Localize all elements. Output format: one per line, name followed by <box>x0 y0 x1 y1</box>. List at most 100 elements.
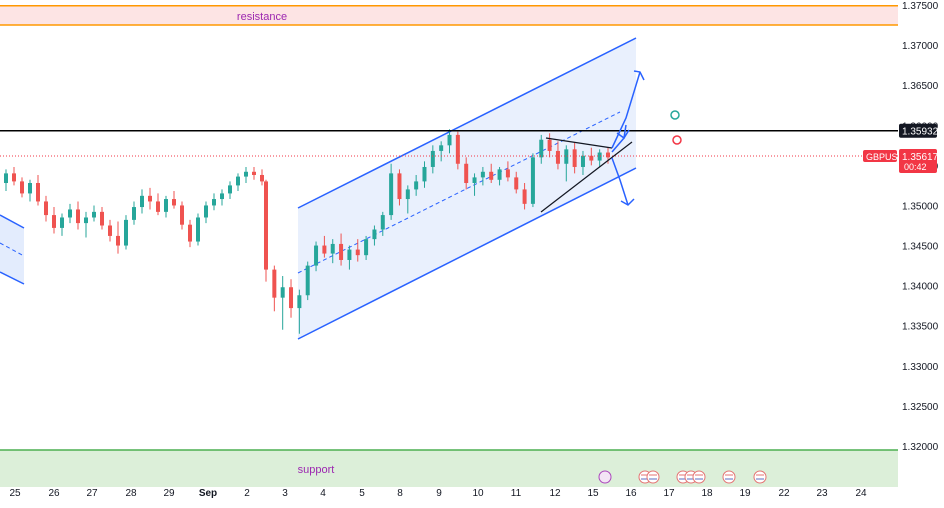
candle-body <box>397 173 402 200</box>
time-tick: 9 <box>436 488 442 499</box>
price-tick: 1.37000 <box>902 41 939 52</box>
candle-body <box>44 201 48 216</box>
price-tick: 1.34000 <box>902 282 939 293</box>
triangle-lower-line <box>540 141 633 213</box>
flag-icon <box>692 470 706 484</box>
lightning-icon <box>598 470 612 484</box>
candle-body <box>228 185 232 194</box>
candle-body <box>606 152 610 158</box>
candle-body <box>572 149 577 167</box>
candle-body <box>514 177 519 190</box>
candle-body <box>414 181 419 190</box>
candle-body <box>305 265 310 296</box>
price-axis: 1.375001.370001.365001.360001.355001.350… <box>863 0 944 508</box>
key-level-label-bg <box>899 123 937 138</box>
time-tick: 19 <box>739 488 751 499</box>
candle-body <box>422 166 427 182</box>
candle-body <box>497 169 502 180</box>
price-tick: 1.33000 <box>902 362 939 373</box>
price-tick: 1.34500 <box>902 242 939 253</box>
candle-body <box>52 215 56 228</box>
candle-body <box>522 189 527 204</box>
price-tick: 1.33500 <box>902 322 939 333</box>
left-channel-fill <box>0 215 24 284</box>
zones-layer: resistance support <box>0 5 898 491</box>
candle-body <box>132 207 136 220</box>
candle-body <box>347 249 352 260</box>
time-tick: 11 <box>511 488 522 499</box>
breakout-arrowhead-up <box>633 70 645 81</box>
candle-body <box>164 199 168 212</box>
time-tick: 15 <box>587 488 599 499</box>
time-tick: 3 <box>282 488 288 499</box>
candle-body <box>530 157 535 204</box>
red-circle-marker <box>672 135 682 145</box>
candle-body <box>489 171 494 180</box>
channel-fill <box>298 38 636 339</box>
lines-layer <box>0 70 898 213</box>
candle-body <box>297 295 302 309</box>
candle-body <box>148 195 152 202</box>
candle-body <box>252 171 256 175</box>
candle-body <box>220 193 224 200</box>
current-price-label: 1.35617 <box>902 152 939 163</box>
time-tick: 17 <box>663 488 675 499</box>
time-tick: 25 <box>9 488 21 499</box>
candle-body <box>480 171 485 178</box>
candle-body <box>464 163 469 184</box>
candle-body <box>272 269 277 298</box>
breakdown-arrowhead-down <box>620 198 635 206</box>
candle-body <box>28 183 32 194</box>
candle-body <box>76 209 80 224</box>
candle-body <box>472 177 477 184</box>
channel-lower-line <box>297 167 637 340</box>
price-tick: 1.36500 <box>902 81 939 92</box>
time-axis-bg <box>0 487 898 508</box>
time-tick: 10 <box>472 488 484 499</box>
candle-body <box>555 150 560 164</box>
time-axis: 25 26 27 28 29 Sep 2 3 4 5 8 9 10 11 12 15 16 17 18 19 22 23 2… <box>0 487 898 508</box>
price-tick: 1.35000 <box>902 201 939 212</box>
candle-body <box>405 189 410 200</box>
current-price-label-bg <box>899 148 937 173</box>
candle-body <box>264 181 268 270</box>
time-tick: 2 <box>244 488 250 499</box>
left-channel-lower <box>0 271 25 285</box>
price-tick: 1.32000 <box>902 442 939 453</box>
candle-body <box>20 181 24 194</box>
breakdown-arrow-down <box>611 157 629 206</box>
candle-body <box>389 173 394 216</box>
candle-body <box>589 155 594 161</box>
candle-body <box>116 235 120 246</box>
time-tick: 28 <box>125 488 137 499</box>
symbol-label: GBPUSD <box>866 152 905 162</box>
price-tick: 1.32500 <box>902 402 939 413</box>
resistance-zone <box>0 5 898 26</box>
candle-body <box>68 209 72 218</box>
candle-body <box>339 243 344 260</box>
candle-body <box>188 224 192 242</box>
time-tick: 27 <box>86 488 98 499</box>
candle-body <box>330 243 335 254</box>
candles-layer <box>4 129 610 334</box>
flag-icon <box>753 470 767 484</box>
time-tick: 4 <box>320 488 326 499</box>
candle-body <box>140 195 144 208</box>
candle-body <box>212 199 216 206</box>
flag-icon <box>722 470 736 484</box>
candle-body <box>439 145 444 151</box>
triangle-upper-line <box>545 137 613 149</box>
candle-body <box>236 176 240 186</box>
green-circle-marker <box>670 110 680 120</box>
candle-body <box>124 219 128 246</box>
time-tick: 26 <box>48 488 60 499</box>
time-tick: Sep <box>199 488 217 499</box>
resistance-label: resistance <box>237 11 287 23</box>
left-channel-mid <box>0 242 25 257</box>
candle-body <box>204 205 208 218</box>
time-tick: 8 <box>397 488 403 499</box>
markers-layer <box>598 110 767 484</box>
candle-body <box>322 245 327 254</box>
candle-body <box>172 199 176 206</box>
